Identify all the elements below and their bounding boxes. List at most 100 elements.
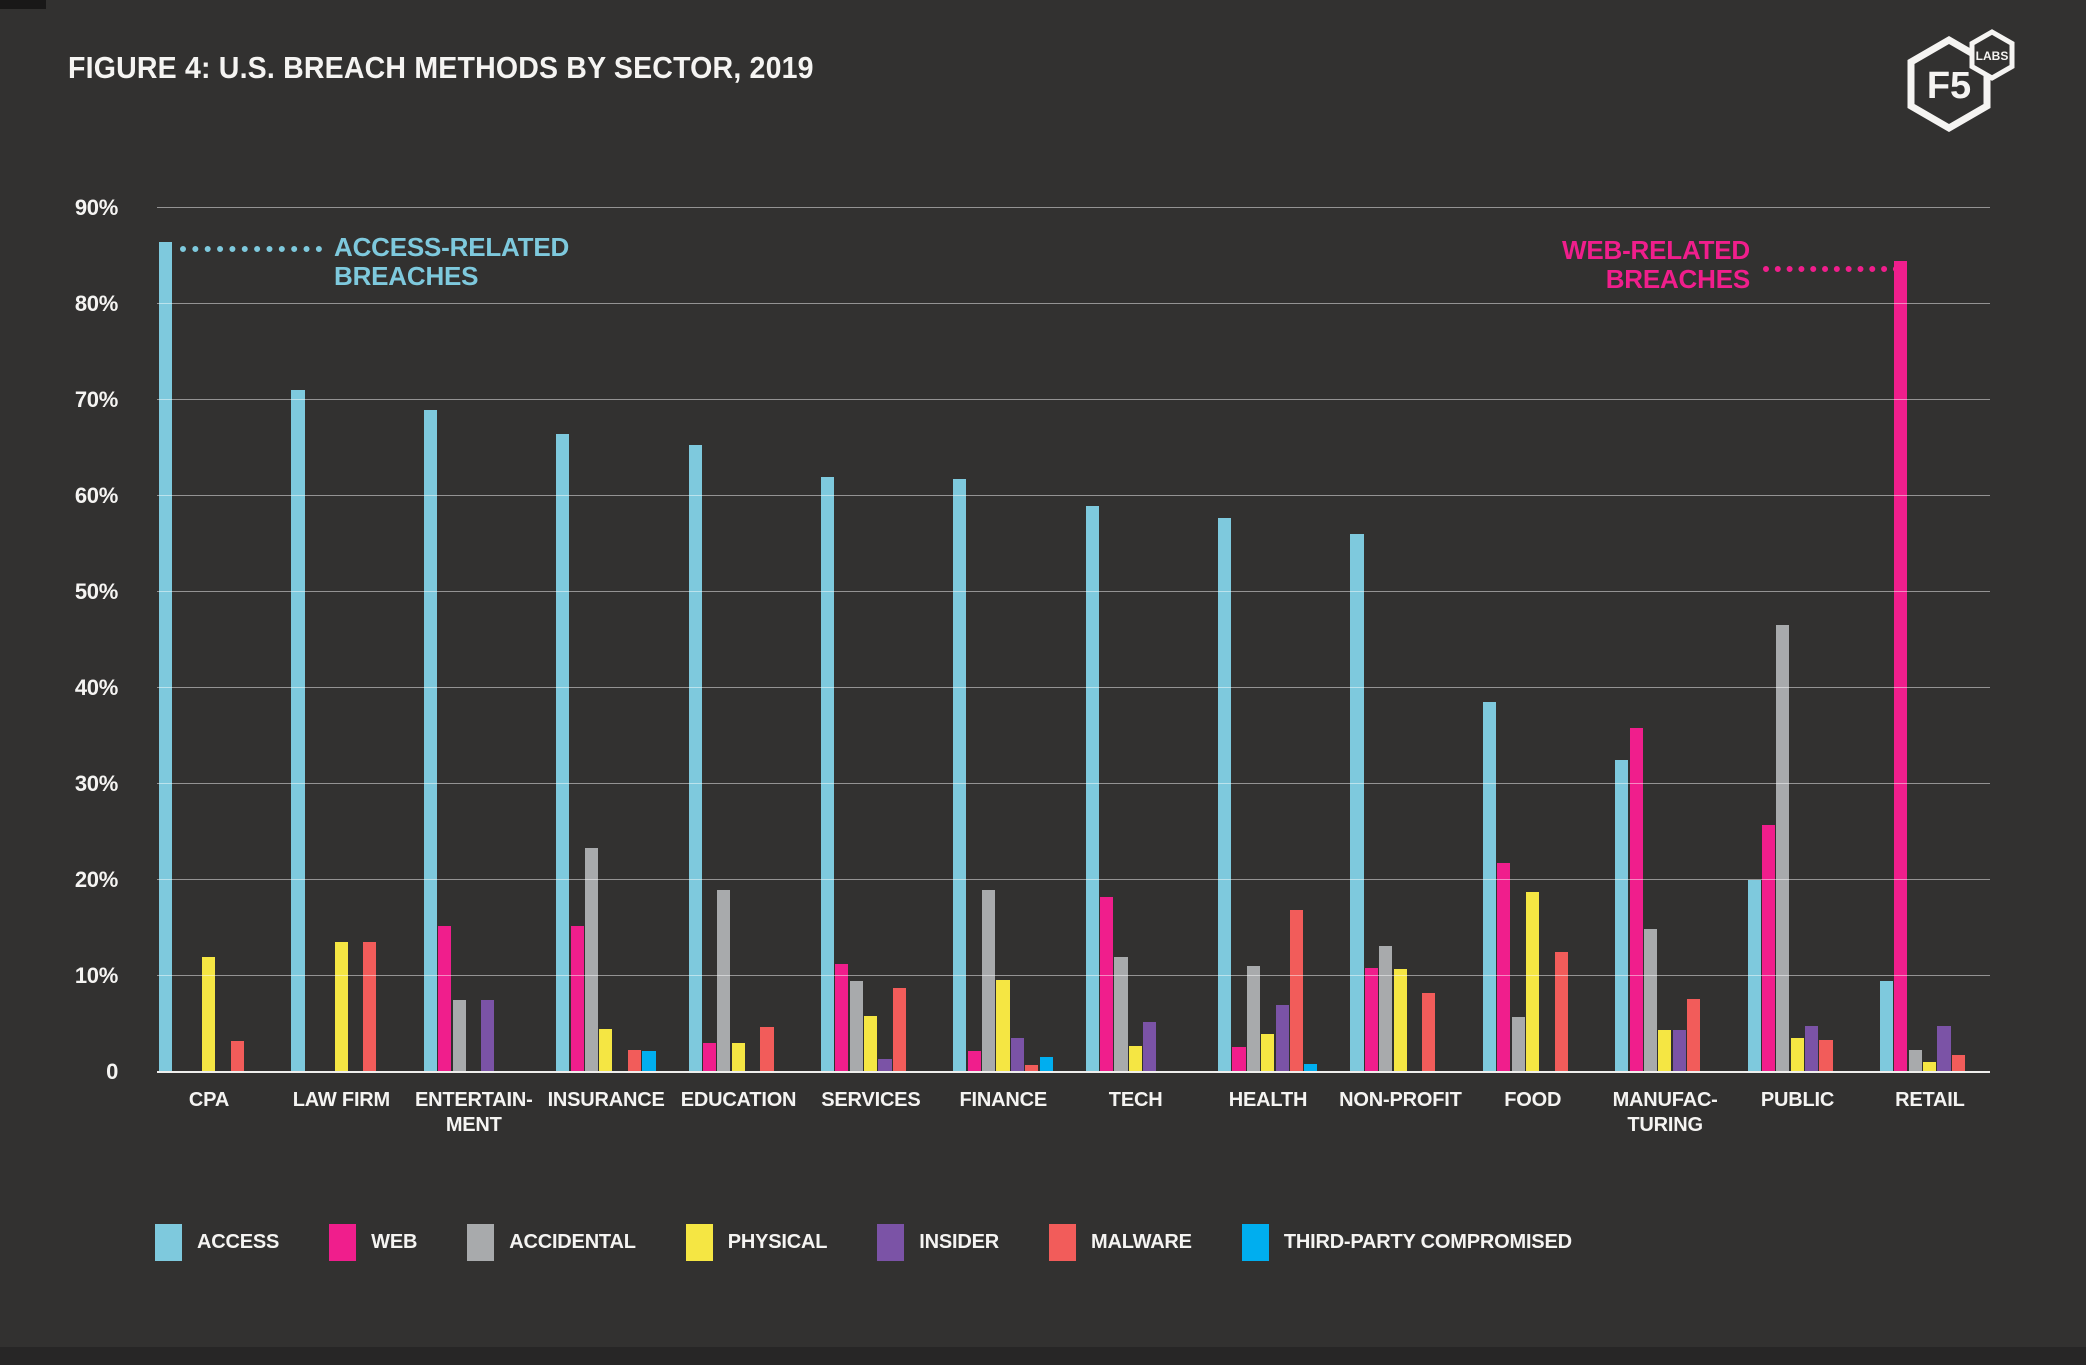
y-tick-label-10%: 10% — [74, 963, 118, 988]
bar-accidental-public — [1776, 624, 1790, 1072]
legend-label-accidental: ACCIDENTAL — [509, 1231, 636, 1253]
legend-swatch-access — [155, 1224, 182, 1261]
gridline-80% — [157, 303, 1990, 304]
bar-insider-retail — [1937, 1025, 1951, 1072]
bar-group-services: SERVICES — [820, 208, 921, 1111]
bar-group-entertainment: ENTERTAIN- MENT — [415, 208, 533, 1136]
bar-physical-retail — [1923, 1062, 1937, 1072]
bar-access-cpa — [159, 241, 173, 1072]
bar-group-cpa: CPA — [159, 208, 259, 1111]
y-tick-label-60%: 60% — [74, 483, 118, 509]
bar-group-manufacturing: MANUFAC- TURING — [1613, 208, 1718, 1136]
bar-group-public: PUBLIC — [1747, 208, 1848, 1111]
bar-physical-manufacturing — [1658, 1029, 1672, 1072]
bar-web-insurance — [570, 926, 584, 1072]
x-label-health: HEALTH — [1228, 1089, 1308, 1111]
bar-malware-manufacturing — [1687, 999, 1701, 1072]
bar-accidental-retail — [1908, 1049, 1922, 1072]
bar-physical-finance — [996, 979, 1010, 1072]
x-label-education: EDUCATION — [680, 1089, 797, 1111]
f5-labs-logo-icon: F5 LABS — [1907, 29, 2015, 133]
bar-access-finance — [953, 478, 967, 1072]
bar-insider-tech — [1143, 1022, 1157, 1072]
annotation-web-line-2: BREACHES — [1605, 264, 1751, 294]
bar-web-services — [835, 963, 849, 1072]
bar-group-health: HEALTH — [1218, 208, 1318, 1111]
x-label-services: SERVICES — [821, 1089, 921, 1111]
logo-labs-text: LABS — [1976, 49, 2009, 63]
bar-physical-tech — [1128, 1046, 1142, 1072]
bar-web-non-profit — [1364, 968, 1378, 1072]
x-label-tech: TECH — [1108, 1089, 1163, 1111]
y-tick-label-90%: 90% — [74, 195, 118, 220]
bar-physical-law-firm — [334, 942, 348, 1072]
logo-f5-text: F5 — [1927, 65, 1971, 107]
bar-accidental-services — [849, 980, 863, 1072]
x-axis-line — [157, 1071, 1990, 1073]
bar-third_party-insurance — [642, 1050, 656, 1072]
y-tick-label-20%: 20% — [74, 867, 118, 892]
bar-group-retail: RETAIL — [1879, 208, 1980, 1111]
bar-insider-manufacturing — [1672, 1029, 1686, 1072]
y-tick-label-0: 0 — [106, 1059, 118, 1084]
bar-malware-cpa — [230, 1041, 245, 1072]
bar-physical-cpa — [202, 956, 216, 1072]
bar-physical-non-profit — [1393, 969, 1407, 1072]
bar-group-insurance: INSURANCE — [548, 208, 665, 1111]
legend-item-accidental: ACCIDENTAL — [467, 1224, 636, 1261]
y-tick-label-70%: 70% — [74, 387, 118, 412]
bar-group-food: FOOD — [1482, 208, 1583, 1111]
bar-insider-finance — [1010, 1038, 1024, 1072]
bar-accidental-entertainment — [452, 1000, 466, 1072]
bar-malware-retail — [1951, 1054, 1965, 1072]
annotation-access-dotted-line — [180, 246, 322, 252]
bar-malware-food — [1554, 952, 1568, 1072]
bar-malware-public — [1819, 1040, 1833, 1072]
f5-labs-logo: F5 LABS — [1893, 24, 2023, 137]
bar-accidental-tech — [1114, 956, 1128, 1072]
bar-web-public — [1761, 825, 1776, 1072]
bar-access-entertainment — [423, 409, 437, 1072]
bar-access-services — [820, 476, 835, 1072]
legend-label-web: WEB — [371, 1231, 418, 1253]
legend-item-malware: MALWARE — [1049, 1224, 1192, 1261]
legend-swatch-insider — [877, 1224, 905, 1261]
bar-access-health — [1218, 518, 1232, 1072]
bar-physical-education — [731, 1043, 745, 1072]
bar-malware-finance — [1025, 1065, 1039, 1072]
annotation-web-dotted-line — [1763, 266, 1899, 272]
x-label-public: PUBLIC — [1760, 1089, 1835, 1111]
x-label-law-firm: LAW FIRM — [292, 1089, 391, 1111]
bar-web-retail — [1894, 260, 1908, 1072]
bar-access-public — [1747, 880, 1761, 1072]
x-label-entertainment: ENTERTAIN- MENT — [414, 1089, 533, 1136]
y-tick-label-80%: 80% — [74, 291, 118, 316]
bar-insider-health — [1275, 1004, 1289, 1072]
bar-web-finance — [967, 1050, 981, 1072]
bar-group-tech: TECH — [1085, 208, 1186, 1111]
annotation-access-related: ACCESS-RELATED BREACHES — [334, 233, 569, 291]
x-label-insurance: INSURANCE — [547, 1089, 665, 1111]
gridline-40% — [157, 687, 1990, 688]
legend-item-third_party: THIRD-PARTY COMPROMISED — [1241, 1224, 1572, 1261]
gridline-90% — [157, 207, 1990, 208]
legend-label-malware: MALWARE — [1091, 1231, 1192, 1253]
annotation-access-line-1: ACCESS-RELATED — [334, 232, 570, 262]
bar-web-tech — [1100, 897, 1114, 1072]
plot-area: CPA LAW FIRM ENTERTAIN- MENT INSURANCE EDUCA… — [157, 207, 1990, 1136]
y-tick-label-40%: 40% — [74, 675, 118, 700]
gridline-10% — [157, 975, 1990, 976]
page-title: FIGURE 4: U.S. BREACH METHODS BY SECTOR,… — [68, 50, 814, 85]
bar-physical-health — [1261, 1033, 1275, 1072]
gridline-60% — [157, 495, 1990, 497]
bar-third_party-health — [1304, 1064, 1318, 1072]
bar-web-manufacturing — [1629, 728, 1643, 1072]
bar-physical-services — [864, 1016, 878, 1072]
bar-access-insurance — [556, 433, 570, 1072]
legend-label-insider: INSIDER — [919, 1231, 999, 1253]
bar-physical-public — [1790, 1038, 1804, 1072]
bar-group-non-profit: NON-PROFIT — [1339, 208, 1462, 1111]
gridline-70% — [157, 399, 1990, 400]
bar-malware-law-firm — [363, 942, 377, 1072]
